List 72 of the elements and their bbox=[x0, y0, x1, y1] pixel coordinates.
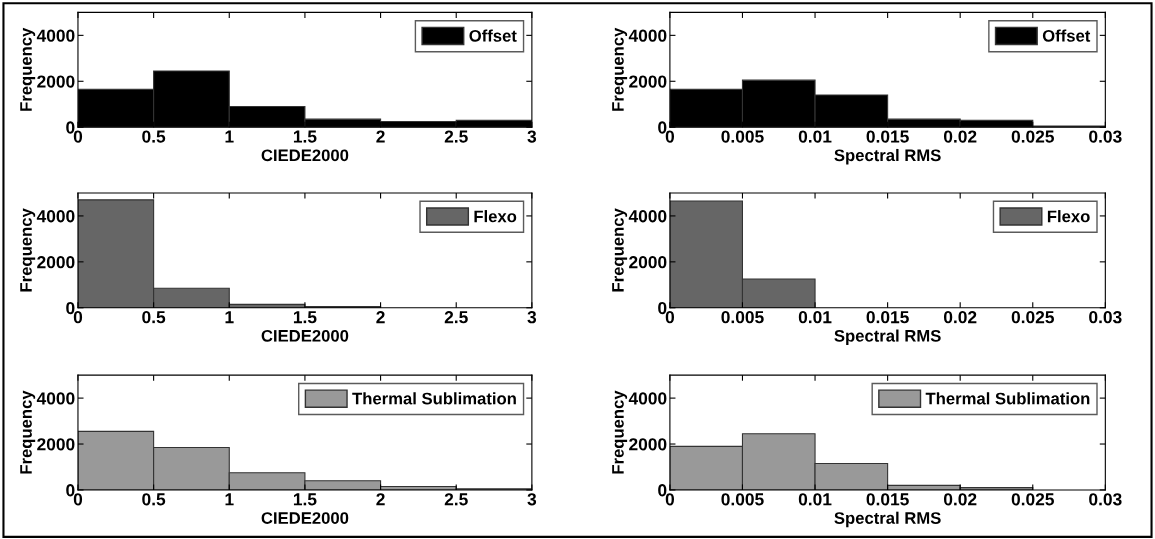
x-tick-label: 3 bbox=[527, 311, 537, 324]
y-tick-label: 2000 bbox=[37, 256, 75, 269]
x-tick-label: 3 bbox=[527, 130, 537, 143]
y-tick-label: 0 bbox=[66, 121, 75, 134]
y-tick-label: 2000 bbox=[37, 75, 75, 88]
y-tick-label: 0 bbox=[66, 301, 75, 315]
x-tick-label: 1.5 bbox=[293, 493, 317, 506]
y-tick-label: 4000 bbox=[628, 29, 667, 42]
x-tick-label: 0.5 bbox=[142, 493, 166, 506]
x-tick-label: 1.5 bbox=[293, 311, 317, 324]
x-tick-label: 3 bbox=[527, 493, 537, 506]
y-axis-title: Frequency bbox=[612, 208, 628, 292]
x-tick-label: 0.02 bbox=[943, 493, 977, 506]
x-tick-label: 2.5 bbox=[444, 130, 468, 143]
x-tick-label: 0.5 bbox=[142, 311, 166, 324]
x-tick-label: 0.02 bbox=[943, 130, 977, 143]
y-axis-title: Frequency bbox=[20, 27, 36, 111]
x-tick-label: 0.005 bbox=[721, 493, 764, 506]
y-axis-title: Frequency bbox=[612, 390, 628, 474]
y-tick-label: 0 bbox=[658, 484, 667, 497]
x-tick-label: 0.015 bbox=[866, 493, 909, 506]
y-tick-label: 2000 bbox=[629, 438, 667, 451]
x-axis-title: CIEDE2000 bbox=[261, 329, 349, 342]
x-tick-label: 1 bbox=[225, 493, 234, 506]
x-tick-label: 0.01 bbox=[798, 311, 832, 324]
legend-label: Offset bbox=[1042, 29, 1091, 42]
legend-label: Flexo bbox=[474, 210, 517, 223]
x-tick-label: 0.02 bbox=[943, 311, 977, 324]
y-tick-label: 0 bbox=[658, 121, 667, 134]
x-tick-label: 0.5 bbox=[142, 130, 166, 143]
x-tick-label: 0.025 bbox=[1011, 311, 1054, 324]
y-tick-label: 4000 bbox=[36, 210, 75, 223]
x-tick-label: 0.03 bbox=[1089, 130, 1122, 143]
y-tick-label: 4000 bbox=[628, 210, 667, 223]
x-tick-label: 0.015 bbox=[866, 130, 909, 143]
x-tick-label: 0.03 bbox=[1089, 493, 1122, 506]
x-tick-label: 0.025 bbox=[1011, 493, 1054, 506]
x-axis-title: CIEDE2000 bbox=[261, 512, 349, 524]
x-tick-label: 0.03 bbox=[1089, 311, 1122, 324]
x-axis-title: Spectral RMS bbox=[834, 329, 941, 346]
x-axis-title: Spectral RMS bbox=[834, 148, 941, 165]
x-axis-title: Spectral RMS bbox=[834, 511, 941, 528]
legend-label: Offset bbox=[469, 29, 517, 42]
x-tick-label: 2.5 bbox=[444, 311, 468, 324]
legend-label: Thermal Sublimation bbox=[352, 392, 516, 405]
x-tick-label: 2.5 bbox=[444, 493, 468, 506]
x-tick-label: 2 bbox=[376, 493, 385, 506]
y-tick-label: 4000 bbox=[628, 392, 667, 405]
y-tick-label: 2000 bbox=[629, 75, 667, 88]
x-axis-title: CIEDE2000 bbox=[261, 149, 349, 162]
y-axis-title: Frequency bbox=[20, 390, 36, 474]
y-tick-label: 2000 bbox=[37, 438, 75, 451]
y-tick-label: 4000 bbox=[36, 29, 75, 42]
x-tick-label: 0.005 bbox=[721, 311, 764, 324]
y-tick-label: 0 bbox=[658, 301, 667, 315]
legend-label: Flexo bbox=[1047, 210, 1090, 223]
y-axis-title: Frequency bbox=[612, 27, 628, 111]
x-tick-label: 0.015 bbox=[866, 311, 909, 324]
x-tick-label: 1 bbox=[225, 311, 234, 324]
x-tick-label: 0.01 bbox=[798, 493, 832, 506]
legend-label: Thermal Sublimation bbox=[925, 392, 1090, 405]
y-tick-label: 2000 bbox=[629, 256, 667, 269]
x-tick-label: 1 bbox=[225, 130, 234, 143]
x-tick-label: 0.025 bbox=[1011, 130, 1054, 143]
y-axis-title: Frequency bbox=[20, 208, 36, 292]
x-tick-label: 2 bbox=[376, 130, 385, 143]
y-tick-label: 0 bbox=[66, 484, 75, 497]
x-tick-label: 1.5 bbox=[293, 130, 317, 143]
y-tick-label: 4000 bbox=[36, 392, 75, 405]
x-tick-label: 0.005 bbox=[721, 130, 764, 143]
x-tick-label: 0.01 bbox=[798, 130, 832, 143]
x-tick-label: 2 bbox=[376, 311, 385, 324]
